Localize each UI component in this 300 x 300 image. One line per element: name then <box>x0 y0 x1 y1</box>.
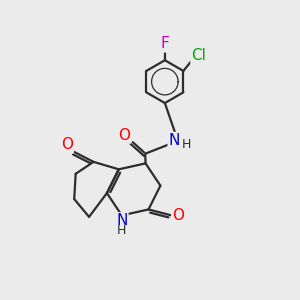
Text: H: H <box>182 138 191 151</box>
Text: N: N <box>169 133 180 148</box>
Text: O: O <box>172 208 184 223</box>
Text: H: H <box>117 224 127 237</box>
Text: Cl: Cl <box>191 48 206 63</box>
Text: N: N <box>116 213 128 228</box>
Text: F: F <box>160 36 169 51</box>
Text: O: O <box>118 128 130 142</box>
Text: O: O <box>61 137 73 152</box>
